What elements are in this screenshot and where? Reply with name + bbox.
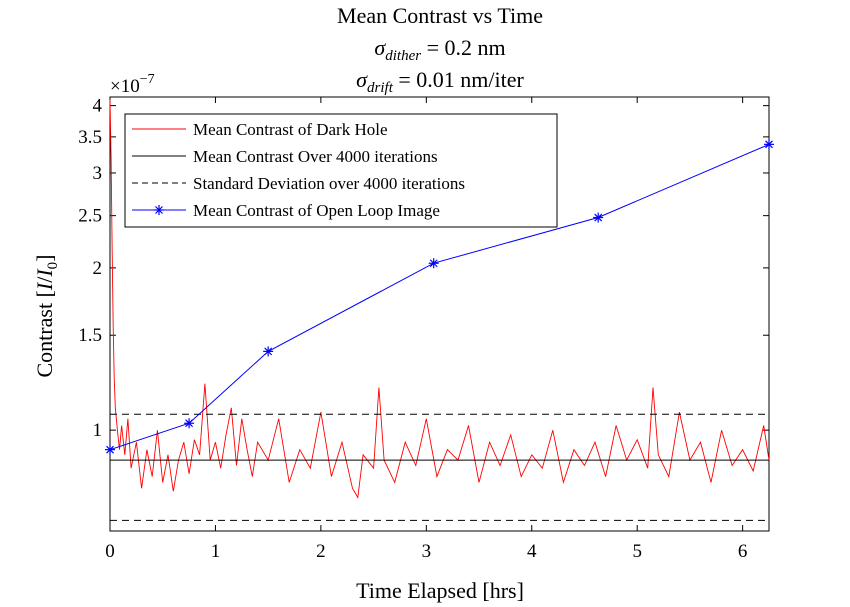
x-tick-label: 4 (527, 541, 537, 562)
legend-label-open-loop: Mean Contrast of Open Loop Image (193, 201, 440, 220)
series-open-loop (109, 143, 770, 451)
x-tick-label: 6 (738, 541, 748, 562)
open-loop-point (593, 212, 604, 223)
ticks-layer: 0 1 2 3 4 5 6 1 1.5 2 2.5 3 3.5 4 (78, 96, 769, 562)
y-exponent: ×10−7 (110, 72, 155, 97)
y-tick-label: 2 (93, 258, 103, 279)
chart-subtitle-2: σdrift = 0.01 nm/iter (356, 67, 524, 96)
legend-marker-open-loop (154, 205, 164, 215)
y-tick-label: 4 (93, 96, 103, 117)
x-tick-label: 5 (632, 541, 642, 562)
chart-title: Mean Contrast vs Time (337, 3, 543, 28)
y-tick-label: 1 (93, 420, 103, 441)
legend: Mean Contrast of Dark Hole Mean Contrast… (124, 113, 558, 228)
series-layer (105, 99, 774, 521)
y-tick-label: 2.5 (78, 206, 102, 227)
x-axis-label: Time Elapsed [hrs] (356, 578, 524, 603)
series-dark-hole (109, 99, 770, 499)
x-tick-label: 1 (211, 541, 221, 562)
y-axis-label: Contrast [I/I0] (32, 255, 61, 378)
chart-subtitle-1: σdither = 0.2 nm (374, 35, 505, 64)
legend-label-std: Standard Deviation over 4000 iterations (193, 174, 465, 193)
legend-label-mean: Mean Contrast Over 4000 iterations (193, 147, 438, 166)
open-loop-point (184, 418, 195, 429)
x-tick-label: 0 (105, 541, 115, 562)
x-tick-label: 2 (316, 541, 326, 562)
x-tick-label: 3 (422, 541, 432, 562)
legend-box (124, 113, 558, 228)
y-tick-label: 3.5 (78, 127, 102, 148)
open-loop-point (764, 139, 774, 150)
legend-label-dark-hole: Mean Contrast of Dark Hole (193, 120, 388, 139)
open-loop-point (428, 258, 439, 269)
y-tick-label: 3 (93, 163, 103, 184)
open-loop-point (105, 444, 115, 455)
y-tick-label: 1.5 (78, 325, 102, 346)
open-loop-point (263, 346, 274, 357)
